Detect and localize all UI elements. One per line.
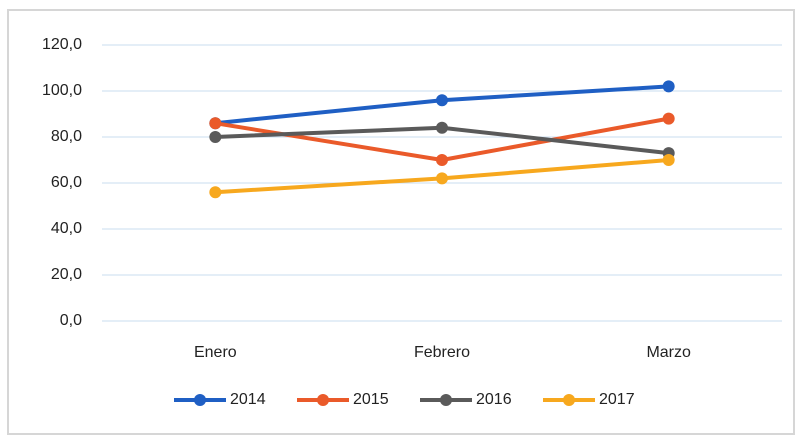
data-point <box>209 117 222 130</box>
y-tick-label: 120,0 <box>42 36 82 53</box>
y-tick-label: 40,0 <box>51 220 82 237</box>
legend-label: 2014 <box>230 391 266 408</box>
y-tick-label: 60,0 <box>51 174 82 191</box>
y-tick-label: 20,0 <box>51 266 82 283</box>
data-point <box>209 186 222 199</box>
data-point <box>436 121 448 134</box>
data-point <box>436 172 448 185</box>
y-tick-label: 80,0 <box>51 128 82 145</box>
y-tick-label: 100,0 <box>42 82 82 99</box>
data-point <box>662 154 675 166</box>
data-point <box>436 94 448 107</box>
legend-marker <box>194 394 206 406</box>
x-tick-label: Marzo <box>646 344 691 361</box>
legend-marker <box>317 394 329 406</box>
data-point <box>662 112 675 125</box>
legend-label: 2017 <box>599 391 635 408</box>
data-point <box>209 131 222 143</box>
legend-label: 2016 <box>476 391 512 408</box>
legend-marker <box>563 394 575 406</box>
legend-label: 2015 <box>353 391 389 408</box>
x-tick-label: Enero <box>194 344 237 361</box>
data-point <box>662 80 675 93</box>
chart-frame <box>7 9 795 435</box>
x-tick-label: Febrero <box>414 344 470 361</box>
data-point <box>436 154 448 166</box>
y-tick-label: 0,0 <box>60 312 82 329</box>
legend-marker <box>440 394 452 406</box>
